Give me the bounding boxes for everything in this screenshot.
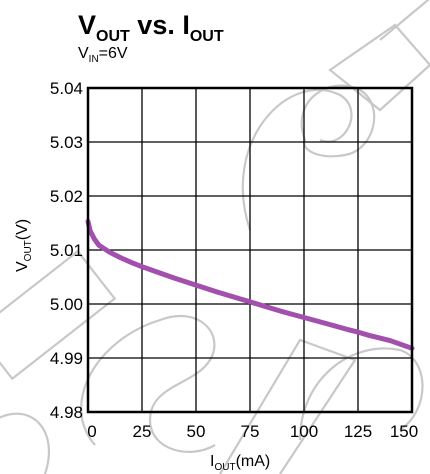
x-tick-labels: 0 25 50 75 100 125 150	[87, 422, 418, 441]
y-tick-label: 5.03	[50, 133, 83, 152]
x-tick-label: 25	[133, 422, 152, 441]
x-tick-label: 100	[290, 422, 318, 441]
y-tick-label: 4.99	[50, 349, 83, 368]
x-tick-label: 125	[344, 422, 372, 441]
y-tick-label: 4.98	[50, 403, 83, 422]
series-line	[85, 218, 415, 351]
x-tick-label: 50	[187, 422, 206, 441]
x-tick-label: 0	[87, 422, 96, 441]
y-tick-label: 5.04	[50, 79, 83, 98]
x-tick-label: 150	[390, 422, 418, 441]
y-tick-label: 5.01	[50, 241, 83, 260]
x-tick-label: 75	[241, 422, 260, 441]
y-tick-label: 5.02	[50, 187, 83, 206]
y-tick-label: 5.00	[50, 295, 83, 314]
chart-subtitle: VIN=6V	[78, 45, 128, 65]
y-tick-labels: 4.98 4.99 5.00 5.01 5.02 5.03 5.04	[50, 79, 83, 422]
chart-title: VOUT vs. IOUT	[78, 10, 224, 45]
plot-frame	[86, 86, 414, 414]
y-axis-label: VOUT(V)	[14, 219, 34, 272]
x-axis-label: IOUT(mA)	[210, 453, 270, 473]
grid	[88, 88, 412, 412]
